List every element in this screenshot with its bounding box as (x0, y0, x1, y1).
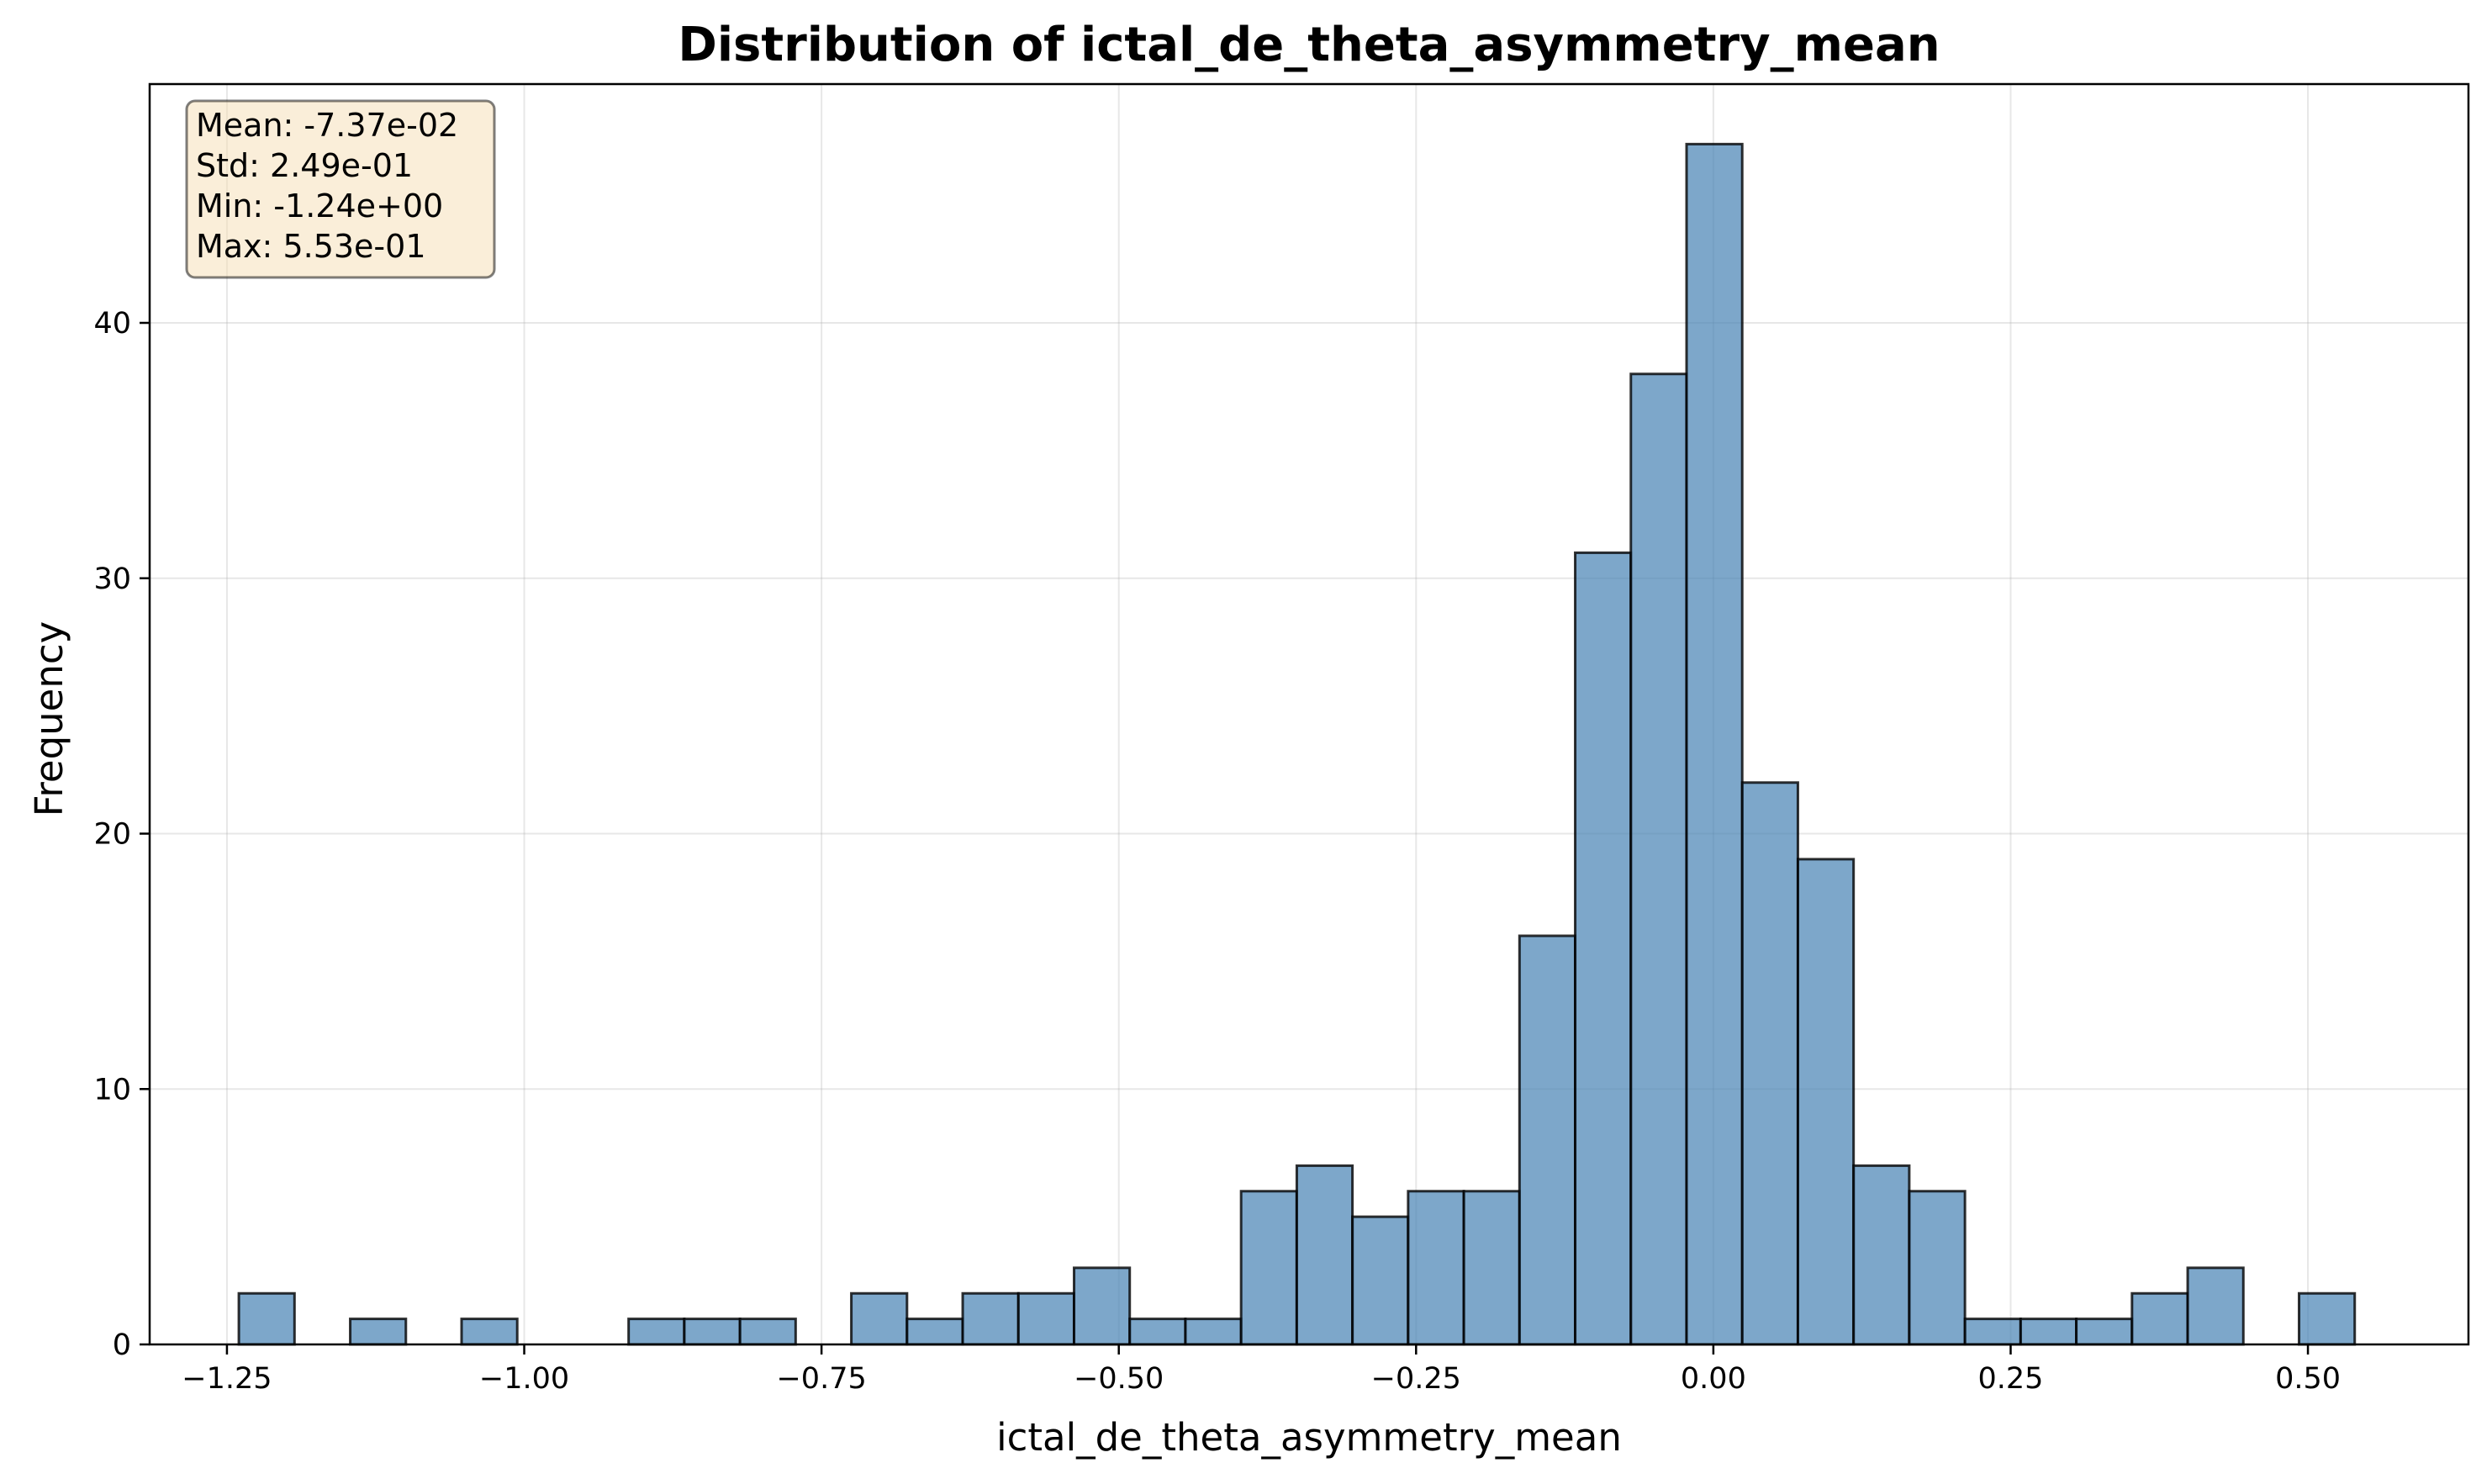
x-tick-label: −0.50 (1074, 1362, 1164, 1396)
x-tick-label: −0.25 (1371, 1362, 1461, 1396)
histogram-bar (1908, 1190, 1967, 1346)
histogram-bar (627, 1318, 686, 1346)
y-axis-label: Frequency (27, 621, 71, 816)
histogram-bar (1016, 1291, 1075, 1346)
histogram-bar (683, 1318, 742, 1346)
histogram-bar (738, 1318, 797, 1346)
histogram-bar (1072, 1266, 1132, 1346)
y-tick-label: 20 (93, 818, 131, 852)
plot-frame (148, 82, 2470, 1346)
histogram-bar (460, 1318, 519, 1346)
x-axis-label: ictal_de_theta_asymmetry_mean (996, 1415, 1622, 1460)
stats-max: Max: 5.53e-01 (196, 228, 426, 265)
histogram-bar (2186, 1266, 2245, 1346)
x-tick-label: 0.25 (1978, 1362, 2044, 1396)
y-axis-ticks: 0 10 20 30 40 (93, 307, 150, 1362)
histogram-bar (850, 1291, 909, 1346)
histogram-bar (961, 1291, 1020, 1346)
histogram-bar (1407, 1190, 1465, 1346)
histogram-bar (1574, 551, 1633, 1346)
histogram-bar (1963, 1318, 2022, 1346)
x-tick-label: −1.00 (479, 1362, 569, 1396)
y-tick-label: 40 (93, 307, 131, 341)
chart-title: Distribution of ictal_de_theta_asymmetry… (678, 18, 1940, 72)
stats-mean: Mean: -7.37e-02 (196, 107, 458, 144)
x-tick-label: 0.00 (1681, 1362, 1746, 1396)
histogram-bar (1852, 1164, 1911, 1346)
histogram-bar (1239, 1190, 1298, 1346)
histogram-bar (1685, 142, 1744, 1346)
histogram-bar (2019, 1318, 2078, 1346)
histogram-bar (1629, 372, 1688, 1346)
x-tick-label: 0.50 (2275, 1362, 2341, 1396)
histogram-bar (349, 1318, 408, 1346)
histogram-bar (1796, 858, 1856, 1346)
x-axis-ticks: −1.25 −1.00 −0.75 −0.50 −0.25 0.00 0.25 0.50 (182, 1344, 2341, 1396)
x-tick-label: −0.75 (776, 1362, 866, 1396)
histogram-bar (237, 1291, 296, 1346)
histogram-bar (1351, 1215, 1410, 1346)
histogram-bar (2130, 1291, 2189, 1346)
stats-box-background (185, 99, 496, 279)
x-tick-label: −1.25 (182, 1362, 272, 1396)
histogram-bar (1462, 1190, 1521, 1346)
y-tick-label: 10 (93, 1073, 131, 1106)
histogram-bar (1295, 1164, 1354, 1346)
histogram-bar (905, 1318, 964, 1346)
histogram-bar (1128, 1318, 1187, 1346)
histogram-bars (237, 142, 2357, 1346)
histogram-bar (1518, 934, 1577, 1346)
stats-std: Std: 2.49e-01 (196, 147, 413, 184)
stats-box: Mean: -7.37e-02 Std: 2.49e-01 Min: -1.24… (185, 99, 496, 279)
y-tick-label: 30 (93, 562, 131, 596)
histogram-bar (1740, 781, 1799, 1346)
histogram-bar (1184, 1318, 1243, 1346)
histogram-bar (2075, 1318, 2134, 1346)
stats-min: Min: -1.24e+00 (196, 187, 443, 224)
histogram-bar (2297, 1291, 2357, 1346)
y-tick-label: 0 (113, 1328, 131, 1362)
